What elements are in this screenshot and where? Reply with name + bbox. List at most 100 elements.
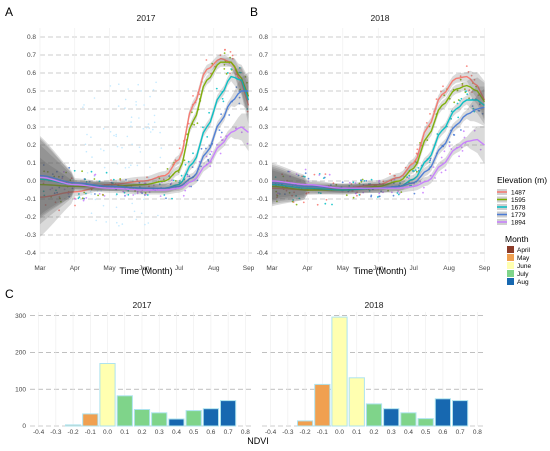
observation-point — [448, 141, 451, 144]
bar-0.2 — [365, 403, 383, 427]
y-tick-label: -0.4 — [25, 250, 37, 257]
x-tick-label: 0.2 — [369, 429, 378, 436]
observation-point — [190, 185, 193, 188]
observation-point — [304, 168, 307, 171]
panel-letter-b: B — [250, 5, 258, 19]
smooth-line-1595 — [271, 84, 486, 191]
x-tick-label: 0.7 — [224, 429, 233, 436]
smooth-line-1894 — [271, 138, 485, 189]
bar--0.2 — [65, 424, 82, 427]
observation-point — [226, 72, 229, 74]
observation-point — [477, 109, 480, 112]
observation-point — [413, 170, 415, 173]
observation-point — [84, 143, 87, 146]
observation-point — [368, 190, 371, 192]
observation-point — [149, 95, 151, 98]
observation-point — [140, 90, 142, 92]
observation-point — [124, 167, 127, 169]
x-tick-label: -0.2 — [299, 429, 311, 436]
observation-point — [246, 110, 249, 113]
observation-point — [103, 166, 106, 169]
observation-point — [132, 194, 135, 196]
observation-point — [238, 96, 241, 99]
observation-point — [429, 174, 432, 177]
observation-point — [450, 110, 453, 113]
observation-point — [186, 173, 189, 176]
observation-point — [462, 130, 465, 133]
observation-point — [363, 180, 366, 182]
observation-point — [288, 191, 291, 194]
observation-point — [291, 194, 293, 197]
observation-point — [307, 180, 310, 183]
legend-key-Aug — [507, 278, 514, 285]
y-tick-label: -0.3 — [25, 232, 37, 239]
observation-point — [324, 173, 327, 176]
observation-point — [184, 163, 187, 166]
x-tick-label: -0.4 — [265, 429, 277, 436]
legend-label: July — [517, 271, 529, 278]
observation-point — [90, 170, 93, 173]
y-tick-label: 0.1 — [259, 160, 268, 167]
observation-point — [425, 122, 428, 124]
observation-point — [231, 57, 234, 60]
y-tick-label: 300 — [15, 313, 26, 320]
observation-point — [95, 219, 97, 222]
observation-point — [238, 102, 241, 105]
observation-point — [148, 191, 151, 194]
observation-point — [365, 179, 368, 182]
observation-point — [157, 214, 159, 217]
observation-point — [58, 196, 61, 198]
observation-point — [352, 181, 355, 184]
observation-point — [68, 166, 71, 169]
observation-point — [110, 179, 112, 181]
observation-point — [435, 98, 438, 100]
observation-point — [148, 185, 150, 188]
observation-point — [90, 136, 92, 138]
observation-point — [382, 180, 385, 183]
observation-point — [147, 222, 150, 224]
observation-point — [153, 121, 156, 124]
observation-point — [219, 54, 222, 57]
observation-point — [436, 133, 439, 135]
observation-point — [61, 177, 64, 180]
observation-point — [124, 194, 126, 197]
observation-point — [473, 78, 476, 81]
y-tick-label: 200 — [15, 350, 26, 357]
observation-point — [419, 180, 422, 183]
observation-point — [137, 83, 139, 86]
x-tick-label: Jun — [139, 265, 150, 272]
y-tick-label: 0.0 — [259, 178, 268, 185]
observation-point — [239, 88, 242, 91]
observation-point — [297, 174, 300, 177]
legend-label: June — [517, 263, 531, 270]
observation-point — [288, 170, 291, 173]
observation-point — [179, 180, 181, 182]
observation-point — [121, 223, 124, 225]
observation-point — [382, 191, 384, 194]
elevation-legend-title: Elevation (m) — [497, 175, 547, 185]
bar-0.5 — [185, 410, 202, 427]
observation-point — [110, 181, 113, 184]
x-tick-label: Sep — [479, 265, 491, 272]
observation-point — [223, 63, 226, 66]
observation-point — [67, 192, 70, 195]
observation-point — [58, 209, 60, 212]
x-tick-label: 0.2 — [137, 429, 146, 436]
legend-key-April — [507, 246, 514, 253]
observation-point — [111, 182, 114, 185]
observation-point — [49, 188, 52, 191]
observation-point — [205, 155, 208, 158]
observation-point — [229, 72, 231, 75]
observation-point — [187, 160, 190, 163]
observation-point — [305, 192, 308, 195]
observation-point — [183, 159, 186, 162]
observation-point — [404, 166, 407, 169]
observation-point — [224, 48, 226, 51]
observation-point — [63, 171, 65, 173]
observation-point — [276, 192, 279, 195]
observation-point — [142, 127, 145, 130]
observation-point — [453, 134, 456, 136]
observation-point — [127, 88, 129, 90]
observation-point — [138, 181, 141, 184]
